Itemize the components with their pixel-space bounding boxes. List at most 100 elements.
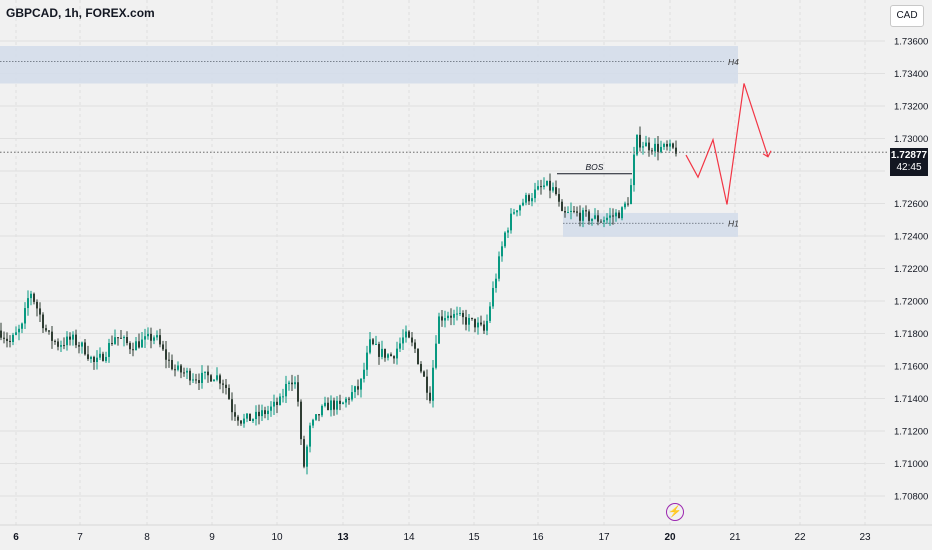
candle-body bbox=[138, 341, 140, 348]
candle-body bbox=[330, 400, 332, 411]
candle-body bbox=[225, 384, 227, 388]
candle-body bbox=[120, 337, 122, 339]
candle-body bbox=[6, 338, 8, 341]
currency-button[interactable]: CAD bbox=[890, 5, 924, 27]
candle-body bbox=[495, 278, 497, 288]
candle-body bbox=[342, 402, 344, 404]
candle-body bbox=[630, 185, 632, 205]
candle-body bbox=[150, 333, 152, 341]
candle-body bbox=[651, 150, 653, 152]
candle-body bbox=[600, 221, 602, 223]
candle-body bbox=[648, 142, 650, 151]
time-tick-label: 23 bbox=[859, 532, 871, 543]
candle-body bbox=[561, 201, 563, 212]
candle-body bbox=[366, 352, 368, 370]
candle-body bbox=[51, 331, 53, 341]
candle-body bbox=[483, 324, 485, 331]
price-tick-label: 1.72200 bbox=[894, 264, 928, 275]
time-tick-label: 8 bbox=[144, 532, 150, 543]
candle-body bbox=[39, 308, 41, 315]
candle-body bbox=[612, 215, 614, 217]
zone-label: H4 bbox=[728, 57, 739, 67]
price-tick-label: 1.72000 bbox=[894, 297, 928, 308]
candle-body bbox=[576, 211, 578, 213]
candle-body bbox=[177, 365, 179, 370]
candle-body bbox=[540, 186, 542, 188]
candle-body bbox=[270, 406, 272, 411]
candle-body bbox=[207, 371, 209, 376]
time-tick-label: 17 bbox=[598, 532, 610, 543]
candle-body bbox=[618, 212, 620, 219]
candle-body bbox=[234, 412, 236, 417]
candle-body bbox=[186, 370, 188, 373]
candle-body bbox=[498, 256, 500, 279]
candle-body bbox=[42, 314, 44, 329]
candle-body bbox=[408, 331, 410, 338]
time-tick-label: 15 bbox=[468, 532, 480, 543]
candle-body bbox=[135, 341, 137, 351]
candle-body bbox=[129, 343, 131, 350]
candle-body bbox=[258, 411, 260, 417]
bar-countdown: 42:45 bbox=[896, 162, 922, 173]
candle-body bbox=[168, 359, 170, 361]
candle-body bbox=[492, 287, 494, 307]
candle-body bbox=[552, 187, 554, 191]
candle-body bbox=[657, 143, 659, 152]
candle-body bbox=[534, 189, 536, 199]
candle-body bbox=[321, 405, 323, 416]
time-tick-label: 9 bbox=[209, 532, 215, 543]
candle-body bbox=[300, 401, 302, 440]
candle-body bbox=[81, 342, 83, 347]
candle-body bbox=[567, 212, 569, 214]
candle-body bbox=[30, 293, 32, 299]
price-tick-label: 1.73400 bbox=[894, 69, 928, 80]
candle-body bbox=[441, 316, 443, 321]
candle-body bbox=[192, 379, 194, 381]
candle-body bbox=[279, 396, 281, 406]
candle-body bbox=[84, 342, 86, 355]
candles bbox=[0, 126, 677, 475]
candle-body bbox=[66, 336, 68, 346]
price-axis[interactable]: 1.736001.734001.732001.730001.728001.726… bbox=[894, 37, 928, 503]
candle-body bbox=[183, 372, 185, 374]
candle-body bbox=[522, 202, 524, 206]
candle-body bbox=[288, 382, 290, 384]
bos-label: BOS bbox=[586, 162, 604, 172]
candle-body bbox=[315, 414, 317, 420]
candle-body bbox=[486, 320, 488, 331]
candle-body bbox=[465, 317, 467, 325]
candle-body bbox=[171, 359, 173, 370]
candle-body bbox=[189, 370, 191, 381]
candle-body bbox=[102, 353, 104, 361]
time-axis[interactable]: 6 7 8 9 10 13 14 15 16 17 20 21 22 23 bbox=[0, 524, 932, 543]
candle-body bbox=[597, 215, 599, 222]
candle-body bbox=[213, 379, 215, 382]
candle-body bbox=[420, 364, 422, 372]
candle-body bbox=[222, 383, 224, 385]
candle-body bbox=[174, 369, 176, 371]
candle-body bbox=[132, 349, 134, 351]
candle-body bbox=[57, 341, 59, 347]
candle-body bbox=[93, 356, 95, 363]
candle-body bbox=[36, 301, 38, 309]
lightning-icon[interactable]: ⚡ bbox=[666, 503, 684, 521]
candle-body bbox=[336, 400, 338, 410]
candle-body bbox=[69, 336, 71, 340]
candle-body bbox=[375, 343, 377, 345]
candle-body bbox=[33, 293, 35, 302]
price-tick-label: 1.72600 bbox=[894, 199, 928, 210]
candle-body bbox=[96, 357, 98, 363]
candle-body bbox=[396, 348, 398, 359]
candle-body bbox=[99, 353, 101, 358]
candle-body bbox=[15, 332, 17, 335]
time-tick-label: 14 bbox=[403, 532, 415, 543]
candle-body bbox=[390, 354, 392, 357]
candle-body bbox=[246, 413, 248, 419]
candle-body bbox=[252, 419, 254, 421]
candle-body bbox=[453, 313, 455, 318]
candle-body bbox=[393, 356, 395, 359]
candle-body bbox=[198, 380, 200, 384]
candle-body bbox=[624, 203, 626, 208]
candle-body bbox=[267, 410, 269, 415]
